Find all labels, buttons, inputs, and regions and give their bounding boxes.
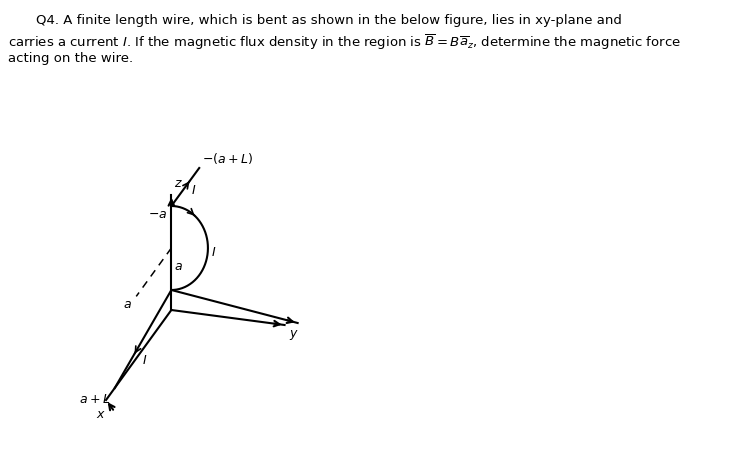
Text: $-(a+L)$: $-(a+L)$: [202, 151, 253, 166]
Text: $-a$: $-a$: [147, 208, 167, 221]
Text: $a+L$: $a+L$: [79, 393, 111, 406]
Text: $a$: $a$: [123, 298, 132, 312]
Text: x: x: [96, 408, 104, 421]
Text: $\mathit{I}$: $\mathit{I}$: [211, 246, 217, 259]
Text: acting on the wire.: acting on the wire.: [8, 52, 133, 65]
Text: carries a current $\mathit{I}$. If the magnetic flux density in the region is $\: carries a current $\mathit{I}$. If the m…: [8, 33, 681, 52]
Text: Q4. A finite length wire, which is bent as shown in the below figure, lies in xy: Q4. A finite length wire, which is bent …: [36, 14, 622, 27]
Text: y: y: [289, 327, 296, 340]
Text: z: z: [174, 177, 180, 190]
Text: $\mathit{I}$: $\mathit{I}$: [192, 183, 197, 196]
Text: $\mathit{I}$: $\mathit{I}$: [141, 354, 147, 367]
Text: $a$: $a$: [174, 260, 183, 273]
